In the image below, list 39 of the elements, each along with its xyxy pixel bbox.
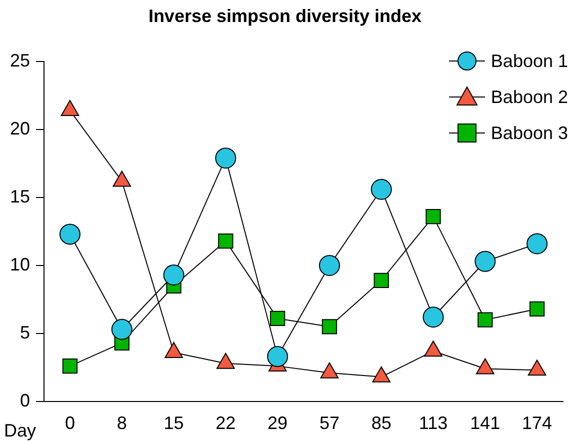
x-tick-label: 15 [164, 413, 184, 434]
point [215, 148, 236, 169]
y-tick-label: 5 [20, 322, 30, 342]
x-tick-label: 113 [418, 413, 448, 434]
point [529, 301, 545, 317]
x-tick-label: 8 [116, 413, 127, 434]
x-tick-label: 57 [319, 413, 340, 434]
point [62, 358, 78, 374]
y-tick-label: 0 [20, 390, 30, 410]
y-tick-label: 15 [10, 186, 30, 206]
legend-label: Baboon 3 [490, 122, 568, 144]
point [111, 318, 132, 340]
legend-label: Baboon 1 [490, 50, 568, 72]
y-tick-label: 25 [10, 50, 30, 71]
point [374, 272, 389, 288]
point [422, 306, 444, 328]
x-tick-label: 29 [268, 413, 288, 434]
x-tick-label: 22 [216, 413, 236, 434]
point [526, 233, 548, 254]
point [478, 312, 493, 328]
point [322, 319, 338, 334]
x-tick-label: 174 [522, 413, 552, 434]
x-tick-label: 85 [371, 413, 392, 434]
point [370, 178, 392, 200]
point [270, 310, 286, 326]
legend-label: Baboon 2 [490, 86, 568, 108]
point [163, 264, 184, 286]
point [318, 254, 340, 276]
point [59, 224, 80, 245]
point [218, 233, 234, 249]
chart-title: Inverse simpson diversity index [148, 6, 422, 26]
x-tick-label: 0 [64, 413, 75, 434]
y-tick-label: 20 [10, 118, 30, 139]
x-tick-label: 141 [470, 413, 500, 434]
point [426, 208, 441, 224]
point [474, 250, 496, 272]
y-tick-label: 10 [10, 254, 30, 274]
x-axis-title: Day [4, 420, 36, 440]
point [267, 346, 288, 368]
